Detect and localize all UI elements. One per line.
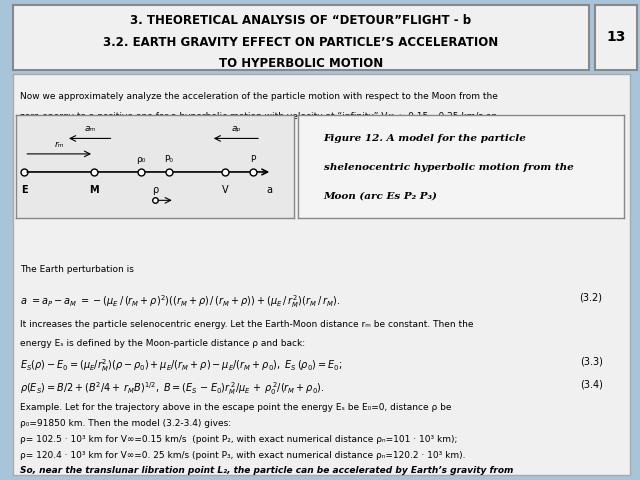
Text: P₀: P₀	[164, 155, 173, 164]
Text: Moon (arc Es P₂ P₃): Moon (arc Es P₂ P₃)	[324, 192, 438, 201]
Text: ρ: ρ	[152, 185, 158, 195]
Text: (3.3): (3.3)	[580, 357, 603, 367]
Text: M: M	[89, 185, 99, 195]
Text: Example. Let for the trajectory above in the escape point the energy Eₛ be E₀=0,: Example. Let for the trajectory above in…	[20, 403, 452, 412]
Text: $E_S(\rho)-E_0=(\mu_E/r_M^2)(\rho-\rho_0)+\mu_E/(r_M+\rho) - \mu_E/(r_M+\rho_0),: $E_S(\rho)-E_0=(\mu_E/r_M^2)(\rho-\rho_0…	[20, 357, 342, 374]
Text: a: a	[266, 185, 273, 195]
Text: Figure 12. A model for the particle: Figure 12. A model for the particle	[324, 134, 527, 143]
Text: (3.2): (3.2)	[580, 293, 603, 303]
Text: aₚ: aₚ	[231, 124, 241, 133]
Text: It increases the particle selenocentric energy. Let the Earth-Moon distance rₘ b: It increases the particle selenocentric …	[20, 320, 474, 329]
Text: TO HYPERBOLIC MOTION: TO HYPERBOLIC MOTION	[219, 57, 383, 70]
Text: So, near the translunar libration point L₂, the particle can be accelerated by E: So, near the translunar libration point …	[20, 467, 513, 475]
Text: Now we approximately analyze the acceleration of the particle motion with respec: Now we approximately analyze the acceler…	[20, 93, 498, 101]
Text: 13: 13	[606, 30, 626, 44]
Text: rₘ: rₘ	[54, 140, 64, 149]
Text: zero energy to a positive one for a hyperbolic motion with velocity at “infinity: zero energy to a positive one for a hype…	[20, 112, 497, 120]
Text: ρ₀: ρ₀	[136, 155, 146, 164]
Text: the following short arc Es P₂ P₃. We use here an approximate linear model, see F: the following short arc Es P₂ P₃. We use…	[20, 131, 424, 140]
Text: The Earth perturbation is: The Earth perturbation is	[20, 265, 134, 274]
Text: ρ₀=91850 km. Then the model (3.2-3.4) gives:: ρ₀=91850 km. Then the model (3.2-3.4) gi…	[20, 419, 231, 428]
Text: 3. THEORETICAL ANALYSIS OF “DETOUR”FLIGHT - b: 3. THEORETICAL ANALYSIS OF “DETOUR”FLIGH…	[130, 14, 472, 27]
Text: energy Eₛ is defined by the Moon-particle distance ρ and back:: energy Eₛ is defined by the Moon-particl…	[20, 339, 305, 348]
Text: V: V	[221, 185, 228, 195]
Text: $\mathbf{\mathit{a}}\ =\mathbf{\mathit{a}}_P-\mathbf{\mathit{a}}_M\ =-(\mu_E\,/\: $\mathbf{\mathit{a}}\ =\mathbf{\mathit{a…	[20, 293, 340, 310]
Text: shelenocentric hyperbolic motion from the: shelenocentric hyperbolic motion from th…	[324, 163, 573, 172]
Text: ρ= 102.5 · 10³ km for V∞=0.15 km/s  (point P₂, with exact numerical distance ρₙ=: ρ= 102.5 · 10³ km for V∞=0.15 km/s (poin…	[20, 435, 458, 444]
Text: (3.4): (3.4)	[580, 380, 603, 390]
Text: E: E	[21, 185, 28, 195]
Text: ρ= 120.4 · 10³ km for V∞=0. 25 km/s (point P₃, with exact numerical distance ρₙ=: ρ= 120.4 · 10³ km for V∞=0. 25 km/s (poi…	[20, 451, 466, 460]
Text: 3.2. EARTH GRAVITY EFFECT ON PARTICLE’S ACCELERATION: 3.2. EARTH GRAVITY EFFECT ON PARTICLE’S …	[103, 36, 499, 49]
Text: P: P	[250, 155, 255, 164]
Text: aₘ: aₘ	[84, 124, 95, 133]
Text: $\rho(E_S)=B/2+(B^2/4+\,r_M B)^{1/2},\ B=(E_S\,-E_0)r_M^{\,2}/\mu_E\,+\,\rho_0^{: $\rho(E_S)=B/2+(B^2/4+\,r_M B)^{1/2},\ B…	[20, 380, 325, 396]
